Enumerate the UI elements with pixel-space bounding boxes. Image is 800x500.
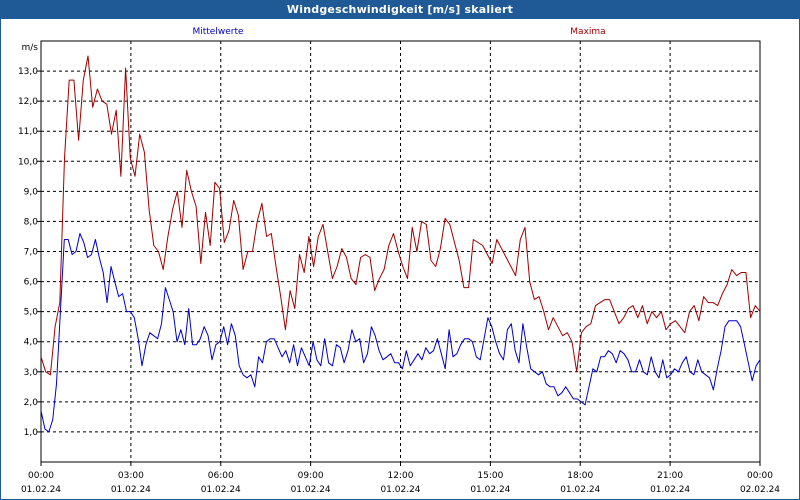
y-tick-label: 11,0: [18, 127, 38, 137]
x-tick-date-label: 01.02.24: [650, 485, 690, 495]
x-tick-time-label: 06:00: [208, 471, 234, 481]
series-layer: [40, 55, 761, 433]
axes: 1,0 2,0 3,0 4,0 5,0 6,0 7,0 8,0 9,0 10,0 11,0 12,0 1…: [18, 67, 780, 495]
y-tick-label: 3,0: [24, 368, 39, 378]
y-tick-label: 4,0: [24, 338, 39, 348]
x-tick-time-label: 03:00: [118, 471, 144, 481]
series-line-mittelwerte: [40, 233, 761, 433]
x-tick-time-label: 18:00: [567, 471, 593, 481]
x-tick-date-label: 02.02.24: [740, 485, 780, 495]
grid: [41, 41, 760, 462]
wind-speed-chart: 1,0 2,0 3,0 4,0 5,0 6,0 7,0 8,0 9,0 10,0 11,0 12,0 1…: [18, 27, 780, 495]
x-tick-time-label: 21:00: [657, 471, 683, 481]
y-tick-label: 2,0: [24, 398, 39, 408]
y-tick-label: 13,0: [18, 67, 38, 77]
y-tick-label: 5,0: [24, 308, 39, 318]
x-tick-date-label: 01.02.24: [21, 485, 61, 495]
x-tick-date-label: 01.02.24: [291, 485, 331, 495]
x-tick-time-label: 09:00: [298, 471, 324, 481]
y-tick-label: 1,0: [24, 428, 39, 438]
y-tick-label: 12,0: [18, 97, 38, 107]
x-tick-time-label: 00:00: [747, 471, 773, 481]
x-tick-date-label: 01.02.24: [560, 485, 600, 495]
x-tick-time-label: 00:00: [28, 471, 54, 481]
x-tick-time-label: 12:00: [388, 471, 414, 481]
y-tick-label: 9,0: [24, 187, 39, 197]
y-tick-label: 10,0: [18, 157, 38, 167]
y-tick-label: 7,0: [24, 248, 39, 258]
x-tick-date-label: 01.02.24: [111, 485, 151, 495]
legend-mittelwerte: Mittelwerte: [192, 27, 243, 37]
x-tick-date-label: 01.02.24: [201, 485, 241, 495]
y-tick-label: 6,0: [24, 278, 39, 288]
series-line-maxima: [40, 55, 761, 376]
y-tick-label: 8,0: [24, 217, 39, 227]
window-title: Windgeschwindigkeit [m/s] skaliert: [1, 1, 799, 19]
legend-maxima: Maxima: [570, 27, 605, 37]
x-tick-time-label: 15:00: [477, 471, 503, 481]
x-tick-date-label: 01.02.24: [380, 485, 420, 495]
y-axis-unit-label: m/s: [22, 43, 39, 53]
x-tick-date-label: 01.02.24: [470, 485, 510, 495]
